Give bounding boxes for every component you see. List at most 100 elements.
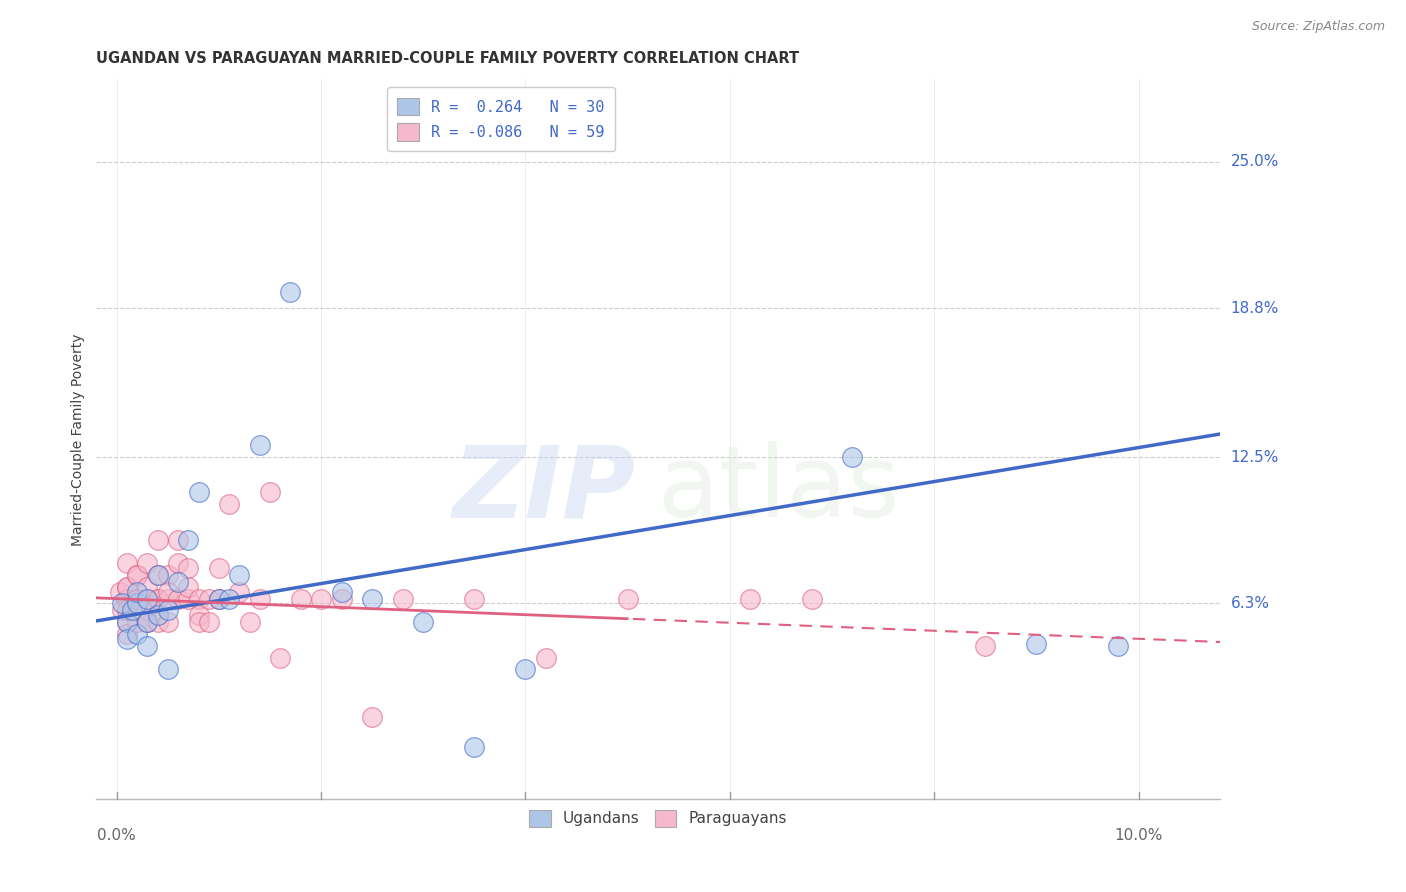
Point <box>156 663 179 677</box>
Y-axis label: Married-Couple Family Poverty: Married-Couple Family Poverty <box>72 333 86 546</box>
Point <box>127 584 149 599</box>
Text: Source: ZipAtlas.com: Source: ZipAtlas.com <box>1251 20 1385 33</box>
Point <box>136 615 159 630</box>
Text: 0.0%: 0.0% <box>97 828 136 843</box>
Point <box>177 591 200 606</box>
Point <box>463 740 485 755</box>
Point <box>127 568 149 582</box>
Point <box>177 533 200 547</box>
Point <box>115 603 138 617</box>
Point <box>156 584 179 599</box>
Point <box>208 561 231 575</box>
Point <box>515 663 537 677</box>
Point <box>280 285 302 299</box>
Point <box>187 485 209 500</box>
Point <box>146 568 169 582</box>
Point <box>127 627 149 641</box>
Text: atlas: atlas <box>658 442 900 538</box>
Point <box>115 632 138 646</box>
Text: UGANDAN VS PARAGUAYAN MARRIED-COUPLE FAMILY POVERTY CORRELATION CHART: UGANDAN VS PARAGUAYAN MARRIED-COUPLE FAM… <box>97 51 800 66</box>
Point <box>115 580 138 594</box>
Point <box>974 639 997 653</box>
Point <box>290 591 312 606</box>
Point <box>177 561 200 575</box>
Point <box>156 591 179 606</box>
Point <box>167 575 190 590</box>
Point <box>115 627 138 641</box>
Point <box>187 591 209 606</box>
Point <box>800 591 823 606</box>
Point <box>108 584 131 599</box>
Point <box>115 580 138 594</box>
Point <box>121 603 143 617</box>
Point <box>841 450 863 464</box>
Point <box>146 591 169 606</box>
Point <box>309 591 332 606</box>
Point <box>127 615 149 630</box>
Point <box>136 591 159 606</box>
Point <box>146 591 169 606</box>
Text: 6.3%: 6.3% <box>1230 596 1270 611</box>
Text: 12.5%: 12.5% <box>1230 450 1279 465</box>
Point <box>127 568 149 582</box>
Point <box>115 556 138 570</box>
Point <box>228 568 250 582</box>
Point <box>249 591 271 606</box>
Point <box>330 591 353 606</box>
Point <box>361 591 384 606</box>
Point <box>136 556 159 570</box>
Point <box>136 591 159 606</box>
Point <box>167 556 190 570</box>
Point <box>361 709 384 723</box>
Point <box>228 584 250 599</box>
Point <box>218 591 240 606</box>
Legend: Ugandans, Paraguayans: Ugandans, Paraguayans <box>522 802 794 835</box>
Point <box>1025 636 1047 650</box>
Point <box>208 591 231 606</box>
Point <box>330 584 353 599</box>
Point <box>392 591 415 606</box>
Point <box>197 615 219 630</box>
Point <box>239 615 262 630</box>
Point <box>156 603 179 617</box>
Point <box>111 603 134 617</box>
Point <box>115 591 138 606</box>
Point <box>136 580 159 594</box>
Point <box>197 591 219 606</box>
Point <box>463 591 485 606</box>
Point <box>136 603 159 617</box>
Text: 10.0%: 10.0% <box>1115 828 1163 843</box>
Point <box>156 568 179 582</box>
Point <box>146 615 169 630</box>
Point <box>127 591 149 606</box>
Point <box>146 533 169 547</box>
Point <box>208 591 231 606</box>
Point <box>127 591 149 606</box>
Text: 18.8%: 18.8% <box>1230 301 1279 316</box>
Point <box>412 615 434 630</box>
Point <box>177 580 200 594</box>
Point <box>167 533 190 547</box>
Point <box>115 615 138 630</box>
Point <box>740 591 762 606</box>
Point <box>146 608 169 623</box>
Point <box>616 591 638 606</box>
Point <box>136 639 159 653</box>
Point <box>534 650 557 665</box>
Point <box>115 615 138 630</box>
Point <box>146 568 169 582</box>
Point <box>156 615 179 630</box>
Point <box>111 596 134 610</box>
Point <box>249 438 271 452</box>
Point <box>259 485 281 500</box>
Point <box>167 591 190 606</box>
Point <box>218 497 240 511</box>
Text: ZIP: ZIP <box>453 442 636 538</box>
Point <box>127 596 149 610</box>
Point <box>187 608 209 623</box>
Point <box>136 615 159 630</box>
Point <box>269 650 291 665</box>
Point <box>187 615 209 630</box>
Point <box>1107 639 1129 653</box>
Point <box>136 615 159 630</box>
